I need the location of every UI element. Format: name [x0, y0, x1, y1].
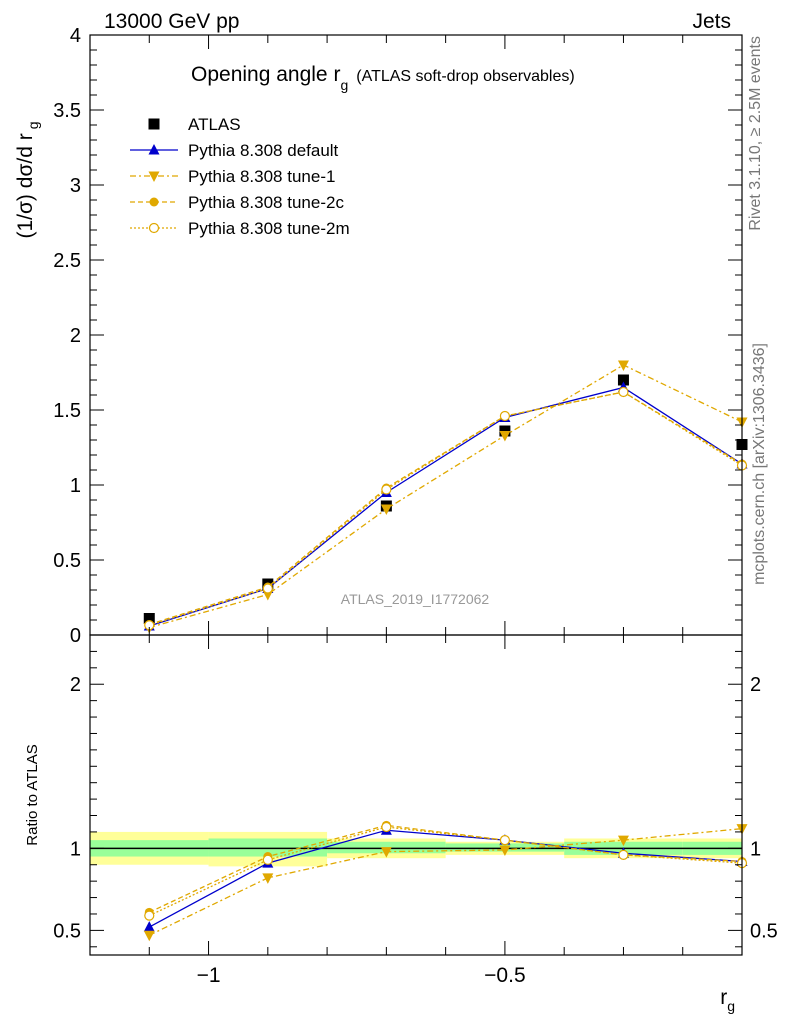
chart-title: Opening angle rg (ATLAS soft-drop observa…: [191, 63, 575, 93]
legend: ATLAS Pythia 8.308 default Pythia 8.308 tu…: [130, 115, 350, 238]
main-y-tick-label: 2: [70, 325, 81, 347]
main-line-pythia-8-308-tune-2m: [149, 391, 743, 626]
ratio-line-pythia-8-308-tune-2m: [148, 826, 743, 917]
main-y-tick-label: 4: [70, 25, 81, 47]
legend-label-pythia-8-308-default: Pythia 8.308 default: [188, 141, 339, 160]
x-tick-label: −0.5: [484, 964, 525, 987]
main-y-tick-label: 0.5: [53, 550, 81, 572]
ratio-point-pythia-8-308-tune-2m: [144, 910, 155, 921]
chart-title-main: Opening angle r: [191, 63, 340, 86]
ratio-frame: [89, 634, 743, 956]
main-point-pythia-8-308-tune-2m: [618, 386, 629, 398]
ratio-point-pythia-8-308-tune-2m: [618, 849, 629, 860]
main-y-axis-label-main: (1/σ) dσ/d r: [14, 133, 37, 238]
ratio-y-tick-label: 1: [70, 838, 81, 860]
ratio-point-pythia-8-308-tune-1: [617, 835, 629, 847]
main-line-pythia-8-308-tune-2c: [149, 391, 743, 626]
main-point-pythia-8-308-tune-2m: [262, 583, 273, 594]
ratio-y-tick-label-right: 1: [750, 838, 761, 860]
ratio-point-pythia-8-308-tune-1: [143, 930, 155, 942]
ratio-point-pythia-8-308-tune-2m: [381, 821, 392, 833]
chart-title-sub: g: [340, 77, 348, 93]
ratio-point-pythia-8-308-tune-2m: [262, 854, 273, 865]
main-point-pythia-8-308-tune-2m: [381, 484, 392, 495]
x-axis-label-main: r: [720, 986, 727, 1009]
legend-marker-pythia-8-308-default: [148, 144, 160, 155]
chart-axes: −1 −0.5 0 0.5 1 1.5 2 2.5 3 3.5 4 0.5 0.5 1 1 2 2: [53, 25, 778, 987]
ratio-point-pythia-8-308-tune-1: [380, 847, 392, 858]
main-y-tick-label: 2.5: [53, 250, 81, 272]
main-y-axis-label-sub: g: [25, 121, 41, 129]
chart-marks: [143, 360, 748, 942]
ratio-line-pythia-8-308-default: [148, 829, 743, 928]
main-y-tick-label: 3: [70, 175, 81, 197]
main-line-pythia-8-308-default: [149, 386, 743, 627]
main-y-tick-label: 1: [70, 475, 81, 497]
header-left: 13000 GeV pp: [104, 10, 239, 33]
header-right: Jets: [692, 10, 731, 33]
legend-marker-pythia-8-308-tune-1: [148, 171, 160, 182]
ratio-line-pythia-8-308-tune-1: [148, 827, 743, 936]
main-y-tick-label: 0: [70, 625, 81, 647]
main-point-pythia-8-308-tune-1: [380, 504, 392, 515]
legend-label-atlas: ATLAS: [188, 115, 241, 134]
main-point-atlas: [617, 374, 629, 386]
main-line-pythia-8-308-tune-1: [149, 364, 743, 629]
main-y-tick-label: 1.5: [53, 400, 81, 422]
ratio-y-tick-label-right: 2: [750, 674, 761, 696]
legend-marker-pythia-8-308-tune-2c: [149, 197, 159, 207]
main-point-pythia-8-308-tune-2m: [499, 410, 511, 422]
ratio-y-axis-label: Ratio to ATLAS: [24, 744, 41, 845]
ratio-point-pythia-8-308-tune-2m: [499, 835, 511, 846]
analysis-watermark: ATLAS_2019_I1772062: [341, 591, 490, 607]
main-y-axis-label: (1/σ) dσ/d r g: [14, 121, 41, 238]
main-y-tick-label: 3.5: [53, 100, 81, 122]
x-axis-label-sub: g: [727, 998, 735, 1014]
legend-label-pythia-8-308-tune-2c: Pythia 8.308 tune-2c: [188, 193, 344, 212]
mcplots-label: mcplots.cern.ch [arXiv:1306.3436]: [751, 343, 768, 585]
ratio-panel: [90, 831, 742, 867]
ratio-y-tick-label: 2: [70, 674, 81, 696]
legend-marker-pythia-8-308-tune-2m: [148, 222, 160, 234]
chart-title-extra: (ATLAS soft-drop observables): [356, 68, 574, 85]
x-axis-label: rg: [720, 986, 735, 1014]
ratio-y-tick-label-right: 0.5: [750, 920, 778, 942]
main-point-pythia-8-308-tune-1: [617, 360, 629, 371]
ratio-point-pythia-8-308-default: [143, 921, 155, 932]
x-tick-label: −1: [197, 964, 221, 987]
main-point-pythia-8-308-tune-1: [499, 431, 511, 442]
legend-marker-atlas: [148, 118, 160, 130]
legend-label-pythia-8-308-tune-2m: Pythia 8.308 tune-2m: [188, 219, 350, 238]
ratio-y-tick-label: 0.5: [53, 920, 81, 942]
legend-label-pythia-8-308-tune-1: Pythia 8.308 tune-1: [188, 167, 335, 186]
ratio-point-pythia-8-308-tune-1: [499, 845, 511, 856]
main-point-atlas: [143, 613, 155, 624]
rivet-version-label: Rivet 3.1.10, ≥ 2.5M events: [747, 36, 764, 231]
ratio-point-pythia-8-308-tune-1: [262, 873, 274, 884]
